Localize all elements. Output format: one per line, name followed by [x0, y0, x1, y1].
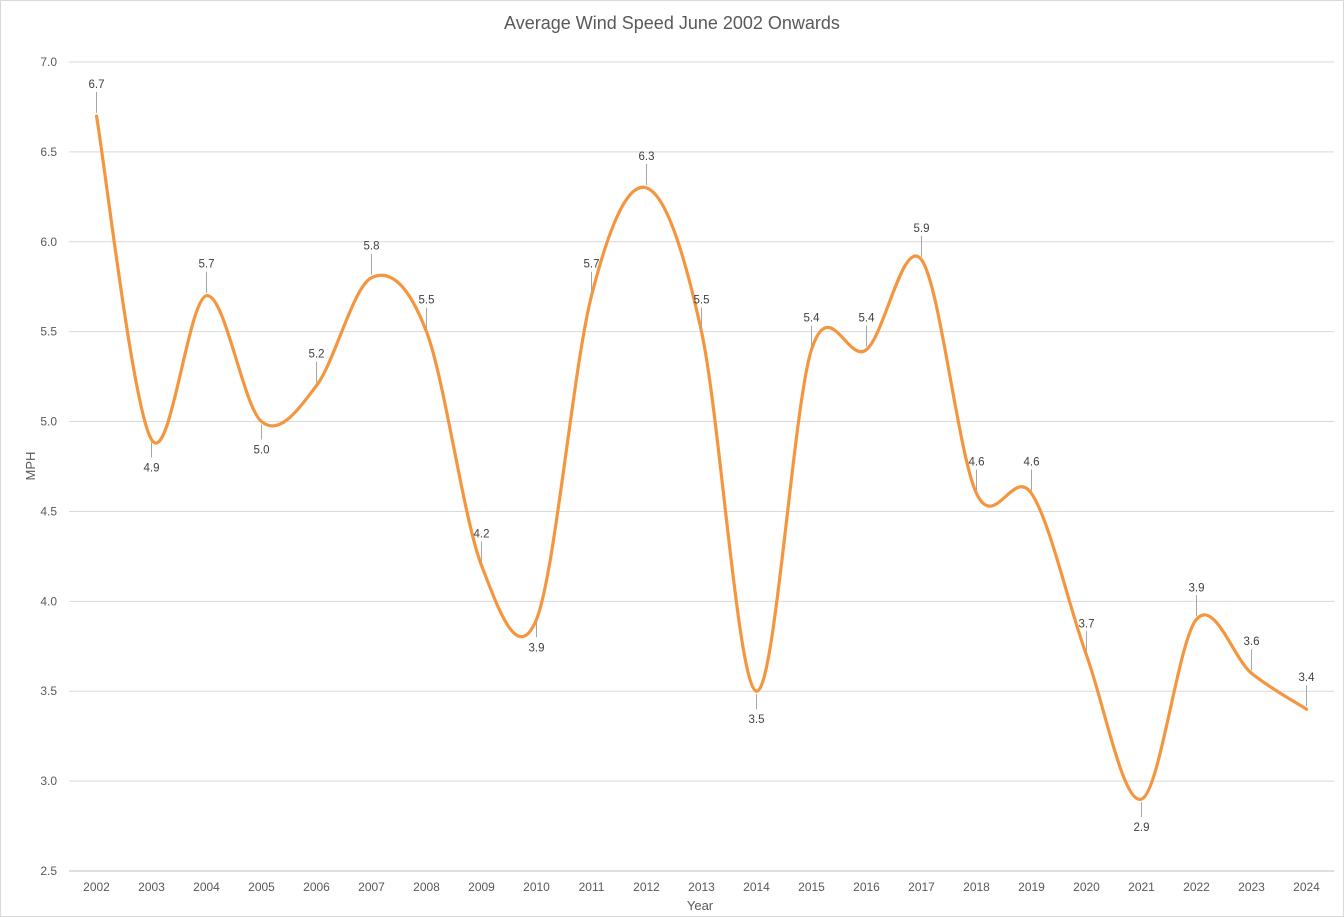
x-axis-ticks: 2002 2003 2004 2005 2006 2007 2008 2009 2010 2011…: [83, 880, 1320, 894]
x-tick-label: 2013: [688, 880, 715, 894]
x-tick-label: 2014: [743, 880, 770, 894]
data-label: 5.4: [804, 313, 821, 325]
y-tick-label: 7.0: [40, 55, 57, 69]
x-tick-label: 2011: [579, 880, 605, 894]
y-tick-label: 4.5: [40, 504, 57, 518]
x-tick-label: 2012: [633, 880, 660, 894]
data-label: 5.0: [254, 445, 270, 457]
data-label: 5.8: [364, 241, 380, 253]
series-line-layer: [94, 114, 1309, 801]
data-labels: 6.7 4.9 5.7 5.0 5.2 5.8 5.5 4.2 3.9 5.7 6.3 5.5 3.5 5…: [89, 79, 1316, 834]
y-axis-ticks: 2.5 3.0 3.5 4.0 4.5 5.0 5.5 6.0 6.5 7.0: [40, 55, 57, 878]
data-label: 4.6: [969, 456, 985, 468]
data-label: 6.7: [89, 79, 105, 91]
data-label: 5.5: [694, 295, 710, 307]
x-tick-label: 2009: [468, 880, 495, 894]
x-tick-label: 2018: [963, 880, 990, 894]
x-tick-label: 2004: [193, 880, 220, 894]
x-tick-label: 2007: [358, 880, 385, 894]
data-label: 5.9: [914, 223, 930, 235]
data-label: 5.2: [309, 349, 325, 361]
y-tick-label: 4.0: [40, 594, 57, 608]
y-tick-label: 5.5: [40, 325, 57, 339]
x-tick-label: 2020: [1073, 880, 1100, 894]
y-tick-label: 3.5: [40, 684, 57, 698]
data-label: 5.7: [584, 259, 600, 271]
x-tick-label: 2010: [523, 880, 550, 894]
y-tick-label: 6.0: [40, 235, 57, 249]
x-tick-label: 2006: [303, 880, 330, 894]
y-axis-title: MPH: [23, 452, 38, 481]
y-tick-label: 5.0: [40, 415, 57, 429]
data-label: 6.3: [639, 151, 655, 163]
x-tick-label: 2005: [248, 880, 275, 894]
x-tick-label: 2016: [853, 880, 880, 894]
data-label: 4.2: [474, 528, 490, 540]
y-tick-label: 2.5: [40, 864, 57, 878]
data-label: 3.4: [1299, 672, 1316, 684]
series-line: [94, 114, 1309, 801]
data-label: 3.9: [529, 642, 545, 654]
data-label: 5.5: [419, 295, 435, 307]
x-tick-label: 2002: [83, 880, 110, 894]
data-label: 4.6: [1024, 456, 1040, 468]
x-axis-title: Year: [687, 898, 714, 913]
data-label: 3.6: [1244, 636, 1260, 648]
chart-title: Average Wind Speed June 2002 Onwards: [504, 13, 840, 33]
x-tick-label: 2008: [413, 880, 440, 894]
x-tick-label: 2017: [908, 880, 935, 894]
x-tick-label: 2003: [138, 880, 165, 894]
data-label: 4.9: [144, 463, 160, 475]
data-label: 3.5: [749, 714, 765, 726]
x-tick-label: 2023: [1238, 880, 1265, 894]
x-tick-label: 2019: [1018, 880, 1045, 894]
y-tick-label: 3.0: [40, 774, 57, 788]
y-tick-label: 6.5: [40, 145, 57, 159]
data-label: 5.7: [199, 259, 215, 271]
x-tick-label: 2021: [1128, 880, 1155, 894]
data-label: 5.4: [859, 313, 876, 325]
gridlines: [69, 61, 1334, 872]
x-tick-label: 2015: [798, 880, 825, 894]
x-tick-label: 2024: [1293, 880, 1320, 894]
data-label: 3.9: [1189, 582, 1205, 594]
data-label: 2.9: [1134, 822, 1150, 834]
data-label: 3.7: [1079, 618, 1095, 630]
x-tick-label: 2022: [1183, 880, 1210, 894]
